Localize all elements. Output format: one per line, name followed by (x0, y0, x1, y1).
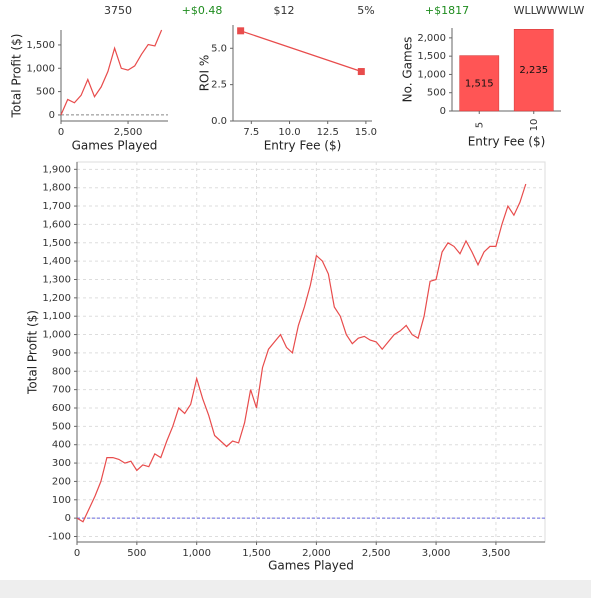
x-tick-label: 12.5 (317, 127, 339, 138)
y-tick-label: 0.0 (211, 116, 227, 127)
bar (513, 29, 554, 112)
y-tick-label: 0 (49, 110, 55, 121)
y-tick-label: 1,500 (42, 238, 71, 249)
y-tick-label: 100 (52, 495, 71, 506)
y-tick-label: -100 (48, 531, 71, 542)
value-label: 2,235 (519, 65, 548, 76)
y-tick-label: 500 (36, 87, 55, 98)
plot-border (76, 161, 546, 543)
x-tick-label: 500 (127, 548, 146, 559)
y-tick-label: 1,000 (42, 330, 71, 341)
status-strip (0, 580, 591, 598)
y-tick-label: 0 (65, 513, 71, 524)
y-tick-label: 1,500 (26, 40, 55, 51)
x-axis-label: Entry Fee ($) (468, 135, 546, 149)
x-tick-label: 3,500 (482, 548, 511, 559)
y-tick-label: 2.5 (211, 80, 227, 91)
x-axis-label: Games Played (72, 139, 158, 153)
stat: +$1817 (425, 4, 469, 17)
y-tick-label: 1,000 (26, 63, 55, 74)
x-tick-label: 15.0 (355, 127, 377, 138)
stat: $12 (274, 4, 295, 17)
profit-line (60, 29, 163, 116)
y-axis-label: No. Games (401, 37, 415, 103)
y-tick-label: 200 (52, 476, 71, 487)
x-tick-label: 10.0 (278, 127, 300, 138)
y-tick-label: 1,800 (42, 183, 71, 194)
y-tick-label: 600 (52, 403, 71, 414)
point (237, 27, 245, 35)
y-tick-label: 1,500 (417, 51, 446, 62)
y-tick-label: 1,100 (42, 311, 71, 322)
stat: 3750 (104, 4, 132, 17)
stat: WLLWWWLW (514, 4, 585, 17)
y-tick-label: 400 (52, 440, 71, 451)
stat: 5% (357, 4, 374, 17)
x-tick-label: 1,500 (242, 548, 271, 559)
bar (459, 55, 500, 112)
stat: +$0.48 (182, 4, 223, 17)
x-tick-label: 2,500 (362, 548, 391, 559)
y-tick-label: 900 (52, 348, 71, 359)
x-tick-label: 2,000 (302, 548, 331, 559)
y-axis-label: ROI % (198, 55, 212, 92)
y-tick-label: 1,400 (42, 256, 71, 267)
y-tick-label: 800 (52, 366, 71, 377)
y-tick-label: 1,300 (42, 274, 71, 285)
y-tick-label: 500 (427, 88, 446, 99)
x-tick-label: 10 (529, 119, 540, 132)
y-tick-label: 1,700 (42, 201, 71, 212)
x-tick-label: 7.5 (243, 127, 259, 138)
x-axis-label: Games Played (268, 559, 354, 573)
y-axis-label: Total Profit ($) (26, 310, 40, 395)
y-tick-label: 1,900 (42, 164, 71, 175)
x-axis-label: Entry Fee ($) (264, 139, 342, 153)
y-tick-label: 500 (52, 421, 71, 432)
y-tick-label: 0 (440, 106, 446, 117)
x-tick-label: 0 (58, 127, 64, 138)
y-tick-label: 1,000 (417, 69, 446, 80)
y-tick-label: 1,200 (42, 293, 71, 304)
y-tick-label: 1,600 (42, 219, 71, 230)
x-tick-label: 3,000 (422, 548, 451, 559)
y-tick-label: 300 (52, 458, 71, 469)
value-label: 1,515 (465, 78, 494, 89)
y-tick-label: 700 (52, 385, 71, 396)
x-tick-label: 0 (74, 548, 80, 559)
y-tick-label: 2,000 (417, 33, 446, 44)
profit-line (240, 30, 362, 73)
x-tick-label: 1,000 (182, 548, 211, 559)
profit-line (76, 183, 527, 523)
x-tick-label: 5 (474, 122, 485, 128)
x-tick-label: 2,500 (114, 127, 143, 138)
y-tick-label: 5.0 (211, 43, 227, 54)
point (357, 68, 365, 76)
y-axis-label: Total Profit ($) (10, 34, 24, 119)
